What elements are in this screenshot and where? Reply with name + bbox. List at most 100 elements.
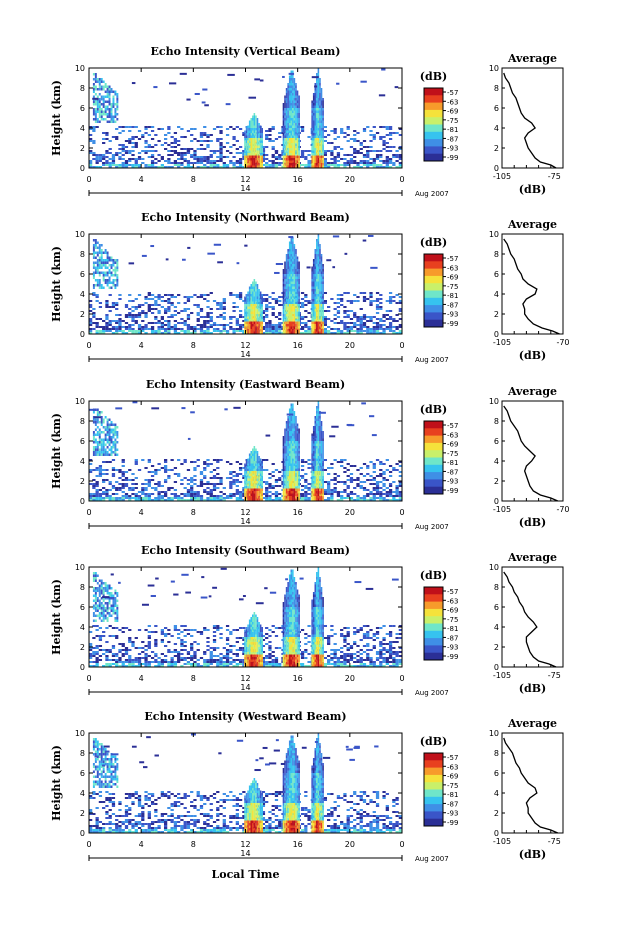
heatmap-cell	[296, 160, 299, 163]
heatmap-cell	[177, 495, 181, 497]
heatmap-cell	[290, 148, 293, 151]
heatmap-cell	[124, 160, 129, 162]
heatmap-cell	[128, 312, 132, 314]
heatmap-cell	[295, 269, 297, 272]
heatmap-cell	[114, 269, 117, 272]
heatmap-cell	[248, 309, 251, 312]
heatmap-cell	[253, 324, 256, 327]
heatmap-cell	[392, 469, 396, 471]
heatmap-cell	[265, 322, 269, 324]
heatmap-cell	[284, 271, 286, 274]
heatmap-cell	[382, 126, 386, 128]
heatmap-cell	[190, 495, 194, 497]
heatmap-cell	[154, 471, 158, 473]
heatmap-cell	[285, 261, 288, 264]
heatmap-cell	[128, 326, 132, 328]
heatmap-cell	[362, 326, 367, 328]
heatmap-cell	[340, 459, 344, 461]
heatmap-cell	[290, 108, 293, 111]
heatmap-cell	[320, 279, 323, 282]
heatmap-cell	[244, 133, 246, 136]
heatmap-cell	[92, 448, 95, 451]
heatmap-cell	[265, 499, 269, 501]
heatmap-cell	[265, 310, 269, 312]
heatmap-cell	[287, 128, 289, 131]
heatmap-cell	[115, 493, 119, 495]
heatmap-cell	[278, 324, 282, 326]
heatmap-cell	[312, 115, 315, 118]
heatmap-cell	[199, 294, 204, 296]
heatmap-cell	[229, 328, 233, 330]
heatmap-cell	[298, 281, 300, 284]
heatmap-cell	[203, 463, 207, 465]
heatmap-cell	[255, 309, 257, 312]
heatmap-cell	[253, 118, 256, 121]
heatmap-cell	[131, 138, 135, 140]
heatmap-cell	[180, 493, 184, 495]
heatmap-cell	[312, 133, 315, 136]
heatmap-cell	[106, 418, 109, 421]
heatmap-cell	[293, 85, 296, 88]
heatmap-cell	[265, 481, 269, 483]
heatmap-cell	[317, 259, 320, 262]
heatmap-cell	[322, 311, 324, 314]
heatmap-cell	[94, 266, 97, 269]
heatmap-cell	[372, 467, 376, 469]
heatmap-cell	[248, 306, 251, 309]
heatmap-cell	[248, 326, 251, 329]
heatmap-cell	[398, 483, 402, 485]
heatmap-cell	[111, 459, 116, 461]
heatmap-cell	[255, 304, 257, 307]
heatmap-cell	[244, 463, 246, 466]
heatmap-cell	[319, 123, 321, 126]
heatmap-cell	[317, 284, 320, 287]
x-tick-label: 20	[345, 341, 355, 350]
heatmap-cell	[292, 319, 294, 322]
heatmap-cell	[284, 306, 286, 309]
heatmap-cell	[372, 164, 376, 166]
heatmap-cell	[219, 148, 223, 150]
heatmap-cell	[322, 153, 324, 156]
heatmap-cell	[282, 155, 285, 158]
y-tick-label: 10	[75, 64, 85, 73]
heatmap-cell	[287, 294, 289, 297]
heatmap-cell	[167, 154, 171, 156]
heatmap-cell	[170, 294, 174, 296]
heatmap-cell	[250, 123, 253, 126]
heatmap-cell	[359, 473, 363, 475]
heatmap-cell	[102, 487, 106, 489]
heatmap-cell	[258, 324, 260, 327]
heatmap-cell	[183, 152, 187, 154]
heatmap-cell	[292, 294, 294, 297]
heatmap-cell	[311, 135, 313, 138]
heatmap-cell	[253, 153, 256, 156]
heatmap-cell	[116, 113, 119, 116]
heatmap-cell	[290, 309, 293, 312]
heatmap-cell	[284, 103, 286, 106]
heatmap-cell	[124, 479, 129, 481]
heatmap-cell	[322, 113, 324, 116]
heatmap-cell	[271, 475, 275, 477]
heatmap-cell	[285, 98, 288, 101]
heatmap-cell	[388, 330, 393, 332]
heatmap-cell	[333, 483, 337, 485]
heatmap-cell	[186, 300, 191, 302]
heatmap-cell	[256, 316, 259, 319]
heatmap-cell	[255, 123, 257, 126]
heatmap-cell	[244, 471, 246, 474]
heatmap-cell	[385, 300, 389, 302]
heatmap-cell	[312, 326, 315, 329]
heatmap-cell	[252, 301, 254, 304]
heatmap-cell	[157, 485, 161, 487]
heatmap-cell	[316, 276, 318, 279]
heatmap-cell	[298, 309, 300, 312]
heatmap-cell	[362, 298, 367, 300]
heatmap-cell	[111, 485, 116, 487]
heatmap-cell	[180, 330, 184, 332]
heatmap-cell	[95, 499, 99, 501]
heatmap-cell	[293, 311, 296, 314]
heatmap-cell	[104, 281, 107, 284]
heatmap-cell	[173, 493, 178, 495]
heatmap-cell	[287, 251, 289, 254]
heatmap-cell	[108, 495, 112, 497]
